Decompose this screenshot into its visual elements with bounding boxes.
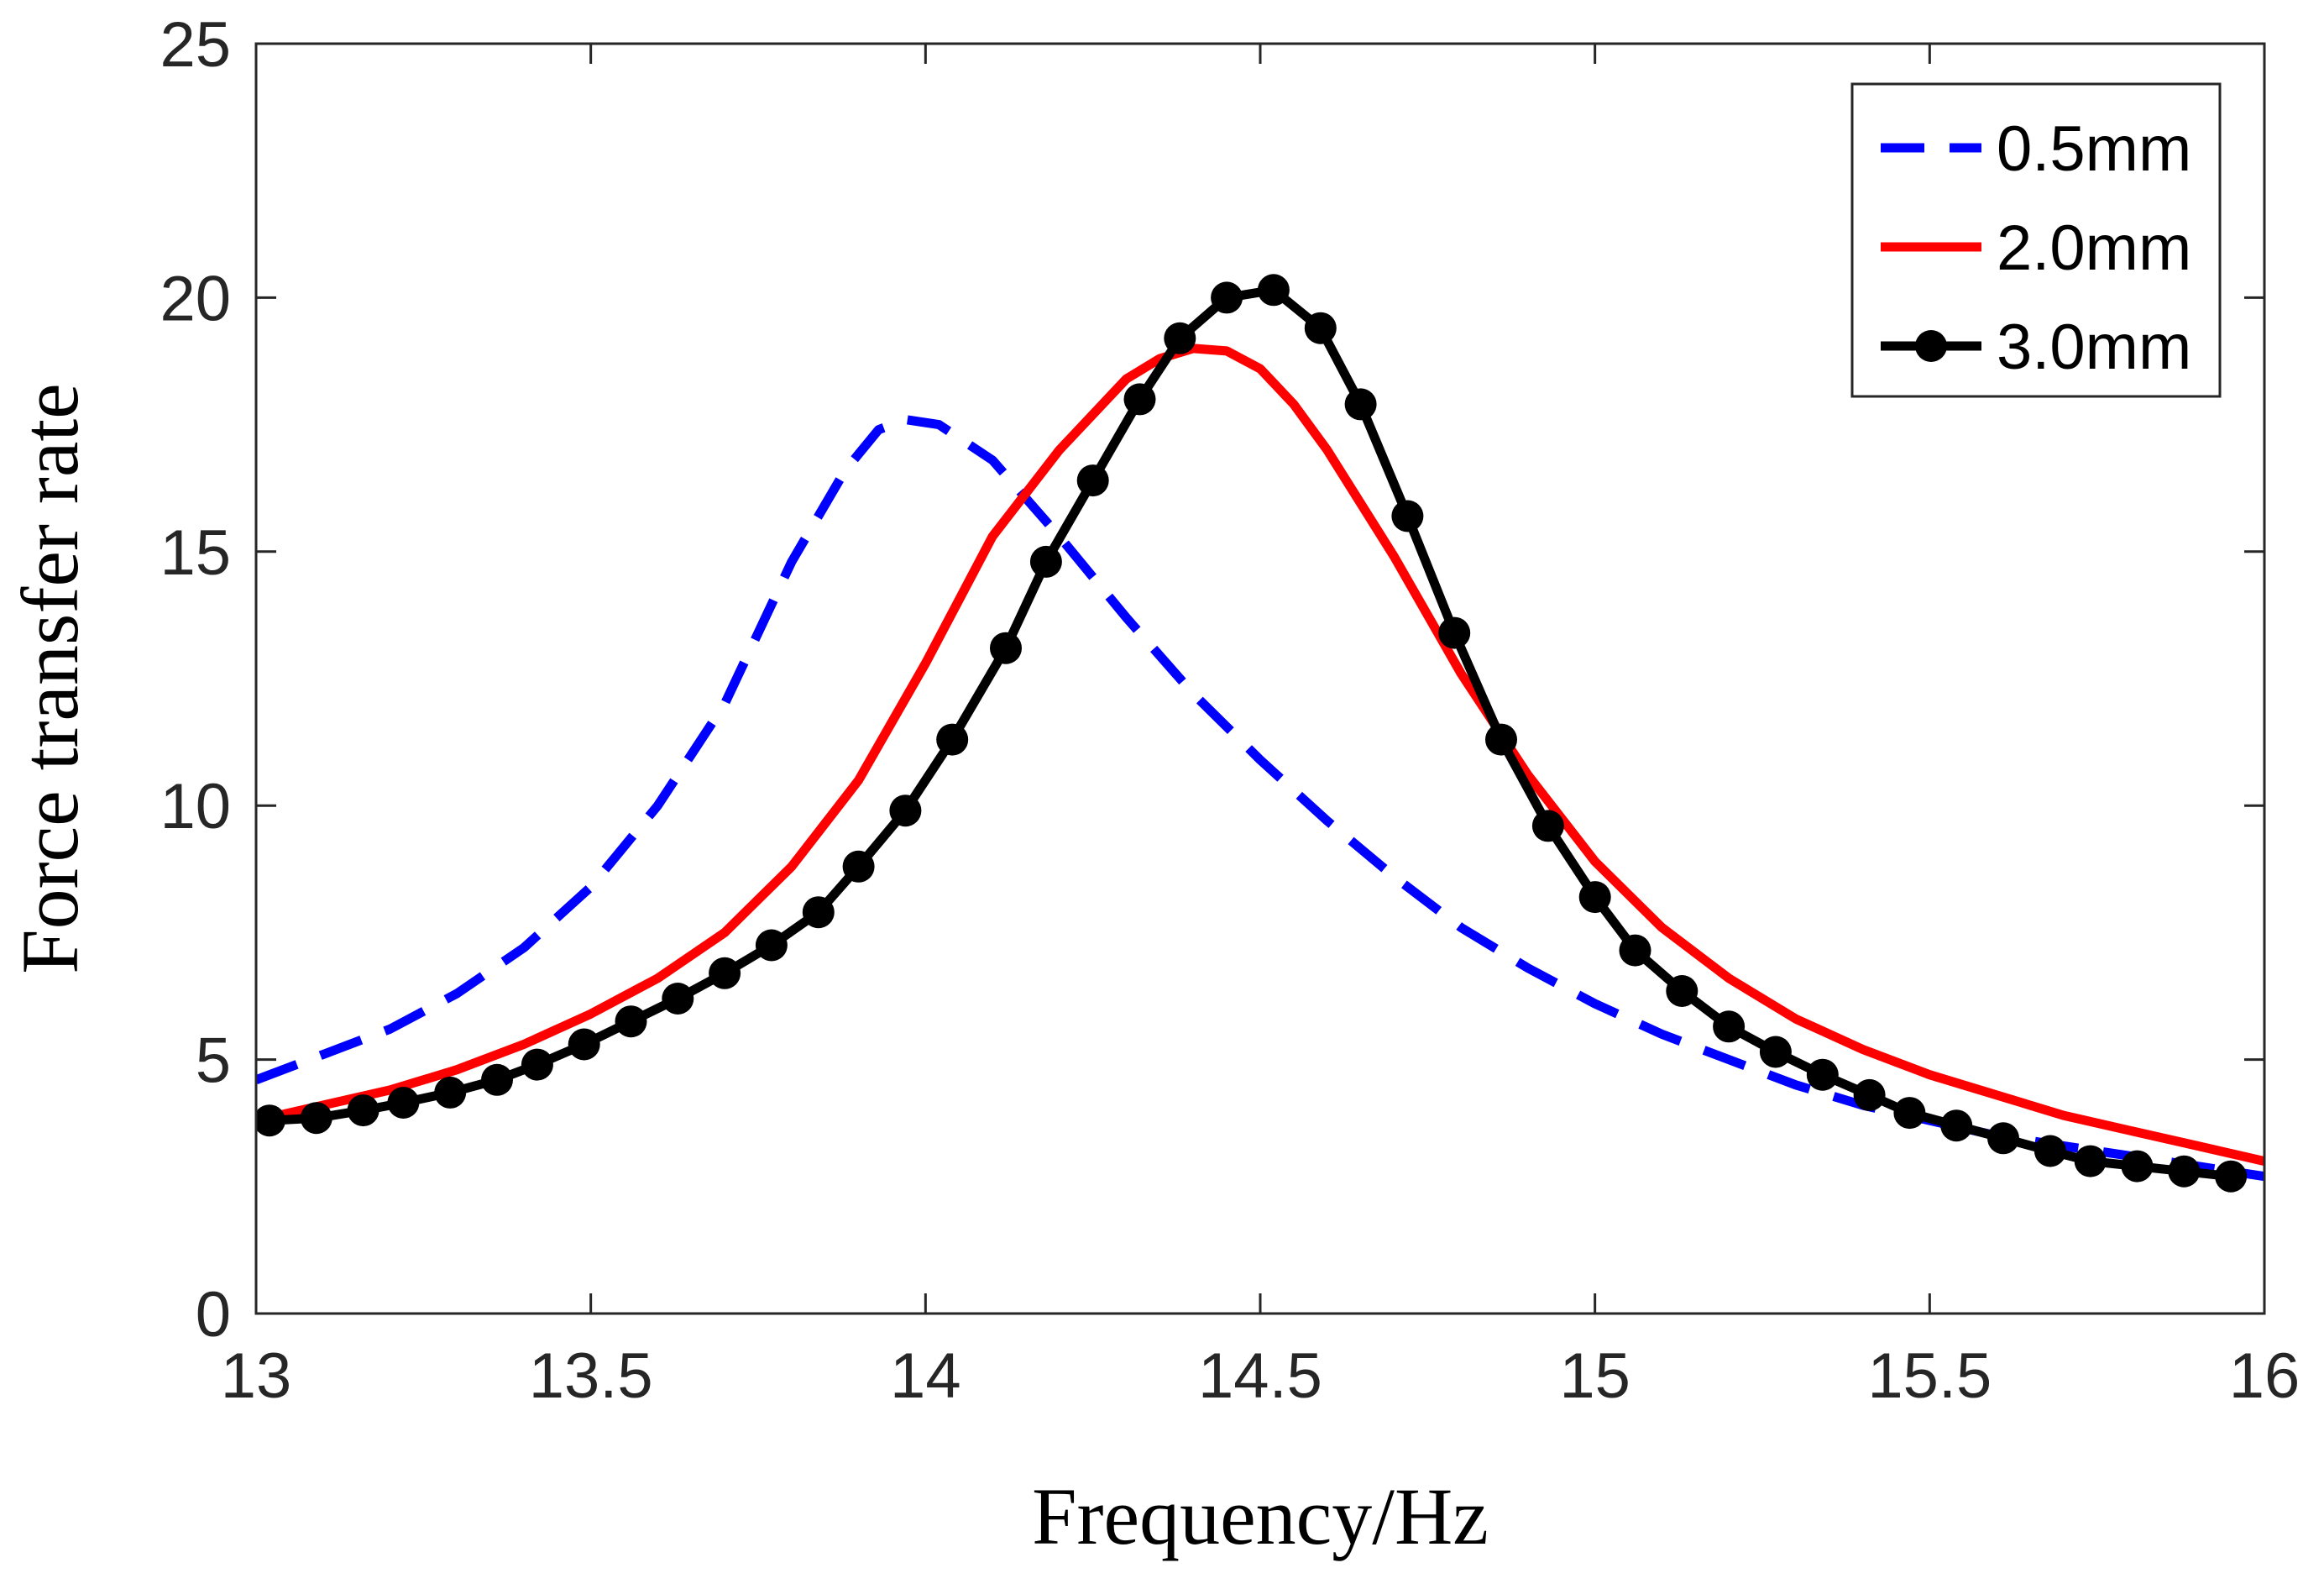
point-3-0mm-10 — [709, 957, 741, 989]
legend-label-0-5mm: 0.5mm — [1997, 113, 2191, 185]
point-3-0mm-31 — [1666, 975, 1699, 1007]
point-3-0mm-14 — [889, 794, 922, 827]
point-3-0mm-5 — [481, 1063, 513, 1096]
y-tick-label-15: 15 — [160, 517, 231, 589]
point-3-0mm-11 — [755, 929, 788, 962]
point-3-0mm-42 — [2168, 1155, 2201, 1188]
series-line-2-0mm — [256, 343, 2264, 1166]
point-3-0mm-24 — [1344, 388, 1377, 421]
point-3-0mm-18 — [1076, 464, 1109, 497]
legend: 0.5mm 2.0mm 3.0mm — [1850, 82, 2222, 398]
y-axis-title: Force transfer rate — [5, 383, 95, 974]
series-2-0mm — [256, 343, 2264, 1166]
point-3-0mm-30 — [1619, 934, 1651, 967]
point-3-0mm-41 — [2121, 1150, 2154, 1183]
point-3-0mm-38 — [1987, 1122, 2019, 1155]
point-3-0mm-22 — [1257, 274, 1290, 307]
point-3-0mm-7 — [568, 1028, 600, 1061]
y-tick-label-10: 10 — [160, 771, 231, 842]
point-3-0mm-43 — [2215, 1160, 2248, 1193]
point-3-0mm-25 — [1391, 500, 1424, 532]
y-tick-label-5: 5 — [196, 1025, 231, 1097]
point-3-0mm-37 — [1940, 1109, 1973, 1142]
point-3-0mm-26 — [1438, 616, 1471, 649]
series-3-0mm — [256, 274, 2248, 1193]
y-tick-label-0: 0 — [196, 1279, 231, 1350]
y-tick-label-25: 25 — [160, 9, 231, 81]
ticks-layer: 13 13.5 14 14.5 15 15.5 16 0 5 10 15 20 25 — [160, 9, 2300, 1412]
point-3-0mm-1 — [300, 1102, 332, 1135]
x-tick-label-13-5: 13.5 — [529, 1340, 653, 1412]
point-3-0mm-33 — [1759, 1036, 1792, 1068]
point-3-0mm-9 — [662, 983, 694, 1015]
legend-label-2-0mm: 2.0mm — [1997, 212, 2191, 284]
x-tick-label-14: 14 — [890, 1340, 961, 1412]
x-axis-title: Frequency/Hz — [1032, 1471, 1489, 1561]
point-3-0mm-36 — [1893, 1097, 1926, 1130]
point-3-0mm-17 — [1029, 545, 1062, 578]
x-tick-label-15: 15 — [1559, 1340, 1630, 1412]
point-3-0mm-39 — [2034, 1135, 2066, 1167]
x-tick-label-13: 13 — [221, 1340, 292, 1412]
point-3-0mm-32 — [1713, 1010, 1746, 1043]
point-3-0mm-34 — [1806, 1058, 1839, 1091]
point-3-0mm-6 — [521, 1048, 553, 1081]
y-tick-label-20: 20 — [160, 263, 231, 334]
point-3-0mm-16 — [990, 632, 1022, 664]
point-3-0mm-3 — [387, 1087, 420, 1119]
point-3-0mm-2 — [347, 1094, 379, 1127]
point-3-0mm-15 — [936, 723, 969, 756]
point-3-0mm-21 — [1211, 281, 1243, 314]
point-3-0mm-13 — [842, 850, 875, 883]
point-3-0mm-28 — [1531, 810, 1564, 842]
legend-label-3-0mm: 3.0mm — [1997, 312, 2191, 383]
point-3-0mm-19 — [1123, 383, 1156, 416]
point-3-0mm-40 — [2074, 1145, 2107, 1177]
point-3-0mm-4 — [434, 1076, 467, 1109]
point-3-0mm-27 — [1485, 723, 1517, 756]
point-3-0mm-8 — [615, 1005, 647, 1038]
point-3-0mm-0 — [256, 1104, 285, 1137]
x-tick-label-15-5: 15.5 — [1867, 1340, 1992, 1412]
point-3-0mm-23 — [1304, 312, 1337, 344]
x-tick-label-14-5: 14.5 — [1198, 1340, 1322, 1412]
series-layer — [256, 274, 2264, 1193]
point-3-0mm-35 — [1853, 1078, 1886, 1111]
point-3-0mm-20 — [1164, 322, 1196, 354]
x-tick-label-16: 16 — [2229, 1340, 2300, 1412]
legend-marker-3-0mm — [1915, 330, 1947, 362]
point-3-0mm-12 — [802, 896, 835, 929]
point-3-0mm-29 — [1578, 881, 1611, 914]
